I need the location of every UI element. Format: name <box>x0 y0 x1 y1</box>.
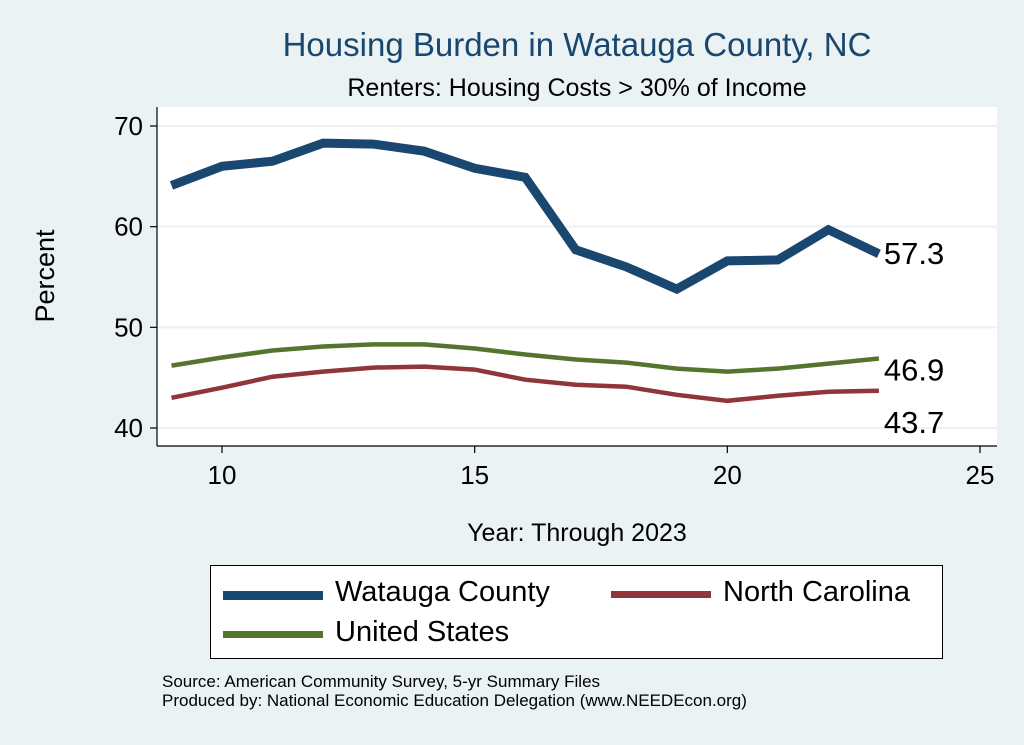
chart-subtitle: Renters: Housing Costs > 30% of Income <box>347 74 807 102</box>
end-label-united-states: 46.9 <box>884 353 944 388</box>
source-note: Source: American Community Survey, 5-yr … <box>162 672 747 710</box>
x-tick-label-25: 25 <box>966 460 995 490</box>
chart-title: Housing Burden in Watauga County, NC <box>282 26 872 63</box>
series-line-watauga-county <box>169 138 881 295</box>
legend-label-north-carolina: North Carolina <box>723 576 910 608</box>
x-tick-label-10: 10 <box>208 460 237 490</box>
end-label-watauga-county: 57.3 <box>884 236 944 271</box>
axes: 40 50 60 70 10 15 20 25 <box>114 107 997 490</box>
series-lines <box>169 138 881 404</box>
legend-label-united-states: United States <box>335 616 510 648</box>
source-line-1: Source: American Community Survey, 5-yr … <box>162 672 601 691</box>
legend-swatch-watauga <box>223 591 323 600</box>
legend-swatch-united-states <box>223 631 323 638</box>
end-labels: 57.3 46.9 43.7 <box>884 236 944 440</box>
x-tick-label-20: 20 <box>713 460 742 490</box>
y-tick-label-70: 70 <box>114 111 143 141</box>
y-tick-label-60: 60 <box>114 212 143 242</box>
y-tick-label-40: 40 <box>114 413 143 443</box>
series-line-north-carolina <box>171 364 879 404</box>
legend-swatch-north-carolina <box>611 591 711 598</box>
source-line-2: Produced by: National Economic Education… <box>162 691 747 710</box>
legend-label-watauga: Watauga County <box>335 576 550 608</box>
series-line-united-states <box>171 342 880 374</box>
y-tick-label-50: 50 <box>114 312 143 342</box>
x-tick-label-15: 15 <box>460 460 489 490</box>
line-chart: 40 50 60 70 10 15 20 25 57.3 46.9 43.7 Percent Ye… <box>30 107 997 547</box>
legend: Watauga County North Carolina United Sta… <box>210 565 943 659</box>
end-label-north-carolina: 43.7 <box>884 405 944 440</box>
x-axis-label: Year: Through 2023 <box>467 519 687 547</box>
y-axis-label: Percent <box>30 229 60 323</box>
grid-lines <box>157 125 997 429</box>
